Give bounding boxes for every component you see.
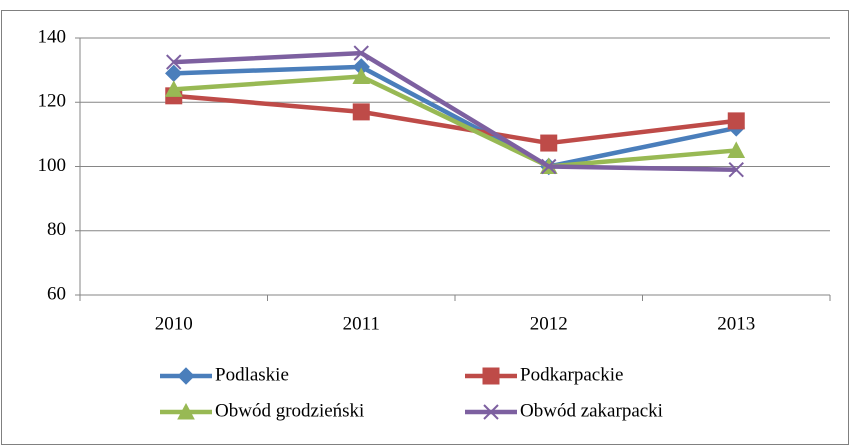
legend-label: Podlaskie bbox=[215, 364, 289, 385]
y-tick-label: 80 bbox=[47, 219, 66, 240]
x-tick-label: 2013 bbox=[717, 313, 755, 334]
legend-label: Obwód zakarpacki bbox=[520, 400, 663, 421]
data-point bbox=[540, 134, 558, 152]
data-point bbox=[728, 162, 744, 178]
y-tick-label: 140 bbox=[38, 26, 67, 47]
data-point bbox=[164, 80, 183, 97]
x-tick-label: 2010 bbox=[155, 313, 193, 334]
y-tick-label: 100 bbox=[38, 155, 67, 176]
series-line bbox=[173, 74, 737, 169]
legend-label: Podkarpackie bbox=[520, 364, 623, 385]
data-point bbox=[727, 141, 746, 158]
legend-marker bbox=[482, 367, 500, 385]
x-tick-label: 2011 bbox=[343, 313, 380, 334]
data-point bbox=[353, 45, 369, 61]
data-point bbox=[166, 54, 182, 70]
legend-marker bbox=[177, 367, 195, 385]
series-line bbox=[173, 93, 737, 146]
y-tick-label: 120 bbox=[38, 91, 67, 112]
legend-marker bbox=[483, 404, 499, 420]
y-tick-label: 60 bbox=[47, 283, 66, 304]
data-point bbox=[352, 103, 370, 121]
legend-marker bbox=[177, 402, 195, 420]
data-point bbox=[727, 112, 745, 130]
series-line bbox=[173, 50, 737, 172]
data-point bbox=[352, 67, 371, 85]
data-point bbox=[541, 158, 557, 175]
series-line bbox=[173, 64, 737, 169]
chart-frame bbox=[1, 10, 849, 445]
legend-label: Obwód grodzieński bbox=[215, 400, 364, 421]
x-tick-label: 2012 bbox=[530, 313, 568, 334]
